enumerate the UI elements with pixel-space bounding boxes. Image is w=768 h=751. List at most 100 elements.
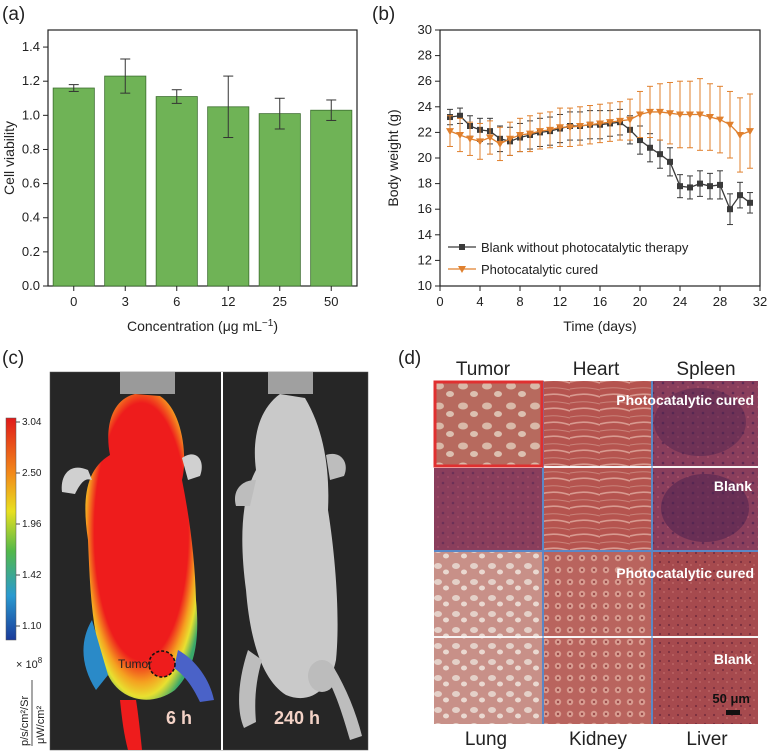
data-point xyxy=(717,181,723,188)
legend-label: Blank without photocatalytic therapy xyxy=(481,240,689,255)
data-point xyxy=(686,111,694,119)
x-tick-label-b: 24 xyxy=(673,294,687,309)
data-point xyxy=(666,110,674,118)
data-point xyxy=(736,131,744,139)
y-tick-label-b: 22 xyxy=(418,124,432,139)
data-point xyxy=(446,128,454,136)
data-point xyxy=(636,111,644,119)
data-point xyxy=(647,144,653,151)
y-tick-label-b: 18 xyxy=(418,176,432,191)
svg-text:μW/cm²: μW/cm² xyxy=(35,706,47,744)
x-tick-label-b: 16 xyxy=(593,294,607,309)
mouse-6h-heatmap xyxy=(61,394,214,750)
y-tick-label-b: 16 xyxy=(418,201,432,216)
data-point xyxy=(476,138,484,146)
data-point xyxy=(646,108,654,116)
data-point xyxy=(516,131,524,139)
colorbar-multiplier: × 108 xyxy=(16,656,43,671)
x-axis-label-b: Time (days) xyxy=(563,318,636,334)
row-label-blank-bottom: Blank xyxy=(714,651,752,667)
column-label-spleen: Spleen xyxy=(676,359,735,380)
colorbar-unit: p/s/cm²/Sr μW/cm² xyxy=(19,680,47,746)
x-tick-label-a: 0 xyxy=(70,294,77,309)
row-label-blank-top: Blank xyxy=(714,478,752,494)
bar-6 xyxy=(155,96,198,287)
column-label-tumor: Tumor xyxy=(456,359,511,380)
data-point xyxy=(656,108,664,116)
y-axis-label-b: Body weight (g) xyxy=(385,109,401,206)
data-point xyxy=(616,117,624,125)
x-tick-label-a: 3 xyxy=(122,294,129,309)
y-tick-label-a: 1.0 xyxy=(22,107,40,122)
data-point xyxy=(576,123,584,130)
data-point xyxy=(657,151,663,158)
colorbar-tick-label: 1.42 xyxy=(22,570,42,581)
bar-0 xyxy=(52,87,95,287)
row-label-cured-bottom: Photocatalytic cured xyxy=(616,565,754,581)
y-tick-label-a: 0.4 xyxy=(22,210,40,225)
data-point xyxy=(746,128,754,136)
data-point xyxy=(747,199,753,206)
data-point xyxy=(737,192,743,199)
data-point xyxy=(486,134,494,142)
data-point xyxy=(556,124,564,132)
data-point xyxy=(606,119,614,127)
colorbar-tick-label: 1.96 xyxy=(22,519,42,530)
data-point xyxy=(697,180,703,187)
bar-25 xyxy=(258,113,301,287)
x-tick-label-a: 25 xyxy=(273,294,287,309)
colorbar-tick-label: 3.04 xyxy=(22,417,42,428)
bar-chart-cell-viability: 0.0 0.2 0.4 0.6 0.8 1.0 1.2 1.4 0 3 6 12 25 50 Concent… xyxy=(1,29,358,334)
tumor-circle xyxy=(148,650,176,678)
x-axis-label-a: Concentration (μg mL−1) xyxy=(127,318,278,334)
x-tick-label-b: 20 xyxy=(633,294,647,309)
y-tick-label-b: 14 xyxy=(418,227,432,242)
holder-left xyxy=(120,372,175,394)
data-point xyxy=(536,128,544,136)
line-chart-body-weight: 10 12 14 16 18 20 22 24 26 28 30 0 4 8 12 16 20 24 28 32 Tim… xyxy=(385,22,767,334)
data-point xyxy=(566,124,574,132)
legend-marker xyxy=(459,244,465,250)
data-point xyxy=(506,135,514,143)
column-label-liver: Liver xyxy=(686,729,728,750)
bar-3 xyxy=(104,75,147,287)
data-point xyxy=(526,130,534,138)
data-point xyxy=(637,137,643,144)
row-label-cured-top: Photocatalytic cured xyxy=(616,392,754,408)
data-point xyxy=(626,116,634,124)
y-tick-label-b: 12 xyxy=(418,252,432,267)
scale-bar xyxy=(726,710,740,715)
y-tick-label-a: 0.0 xyxy=(22,278,40,293)
data-point xyxy=(596,120,604,128)
x-tick-label-b: 12 xyxy=(553,294,567,309)
time-label-6h: 6 h xyxy=(166,708,192,728)
y-tick-label-a: 1.2 xyxy=(22,73,40,88)
data-point xyxy=(706,114,714,122)
y-tick-label-a: 0.2 xyxy=(22,244,40,259)
panel-label-a: (a) xyxy=(2,4,25,25)
y-tick-label-b: 10 xyxy=(418,278,432,293)
data-point xyxy=(457,112,463,119)
data-point xyxy=(496,140,504,148)
colorbar-ticks: 3.04 2.50 1.96 1.42 1.10 xyxy=(16,417,42,632)
y-tick-label-a: 0.6 xyxy=(22,176,40,191)
data-point xyxy=(707,183,713,190)
panel-label-b: (b) xyxy=(372,4,395,25)
colorbar-tick-label: 1.10 xyxy=(22,621,42,632)
tumor-label: Tumor xyxy=(118,657,152,671)
x-tick-label-b: 0 xyxy=(436,294,443,309)
data-point xyxy=(726,121,734,129)
mouse-240h-grayscale xyxy=(234,394,362,740)
colorbar-tick-label: 2.50 xyxy=(22,468,42,479)
data-point xyxy=(546,126,554,134)
panel-label-c: (c) xyxy=(2,348,24,369)
y-tick-label-b: 26 xyxy=(418,73,432,88)
data-point xyxy=(687,184,693,191)
data-point xyxy=(676,111,684,119)
histology-grid xyxy=(433,380,758,724)
x-tick-label-a: 6 xyxy=(173,294,180,309)
data-point xyxy=(667,158,673,165)
plot-frame-a xyxy=(47,29,358,287)
y-tick-label-b: 28 xyxy=(418,48,432,63)
